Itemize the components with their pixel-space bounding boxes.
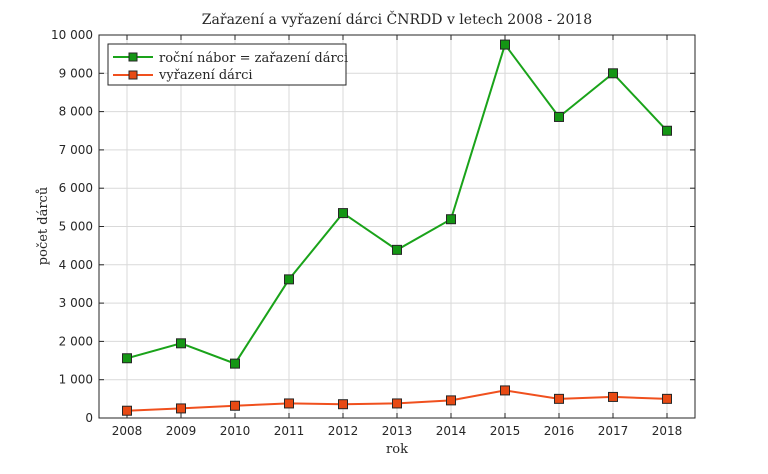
legend-box [107,43,347,86]
y-tick-label: 9 000 [59,66,93,80]
x-tick-label: 2011 [274,424,305,438]
x-tick-label: 2010 [220,424,251,438]
x-tick-label: 2013 [382,424,413,438]
data-point [608,391,618,402]
y-axis-label: počet dárců [35,187,51,265]
legend: roční nábor = zařazení dárci vyřazení dá… [107,43,348,86]
legend-marker-recruitment [128,52,138,62]
data-point [338,399,348,410]
series-group [122,39,672,416]
data-point [392,244,402,255]
data-point [230,358,240,369]
y-tick-label: 10 000 [51,28,93,42]
x-tick-label: 2018 [652,424,683,438]
data-point [176,403,186,414]
x-axis-ticks: 2008 2009 2010 2011 2012 2013 2014 2015 2016 2017… [112,35,683,438]
y-tick-label: 8 000 [59,105,93,119]
data-point [662,125,672,136]
data-point [122,405,132,416]
y-tick-label: 7 000 [59,143,93,157]
data-point [338,208,348,219]
data-point [554,393,564,404]
legend-label-recruitment: roční nábor = zařazení dárci [159,51,348,66]
legend-marker-removed [128,70,138,80]
y-tick-label: 3 000 [59,296,93,310]
x-axis-label: rok [386,442,408,457]
series-0 [122,39,672,369]
data-point [230,400,240,411]
x-tick-label: 2015 [490,424,521,438]
x-tick-label: 2009 [166,424,197,438]
x-tick-label: 2017 [598,424,629,438]
data-point [554,111,564,122]
series-1 [122,385,672,416]
chart-title: Zařazení a vyřazení dárci ČNRDD v letech… [202,10,592,28]
y-tick-label: 1 000 [59,373,93,387]
x-tick-label: 2014 [436,424,467,438]
data-point [446,214,456,225]
x-tick-label: 2008 [112,424,143,438]
data-point [392,398,402,409]
data-point [500,39,510,50]
x-tick-label: 2016 [544,424,575,438]
y-tick-label: 5 000 [59,220,93,234]
y-tick-label: 2 000 [59,334,93,348]
data-point [122,353,132,364]
grid [99,34,695,419]
data-point [500,385,510,396]
data-point [446,395,456,406]
y-tick-label: 4 000 [59,258,93,272]
y-tick-label: 6 000 [59,181,93,195]
data-point [284,398,294,409]
data-point [608,68,618,79]
legend-label-removed: vyřazení dárci [158,68,253,83]
y-tick-label: 0 [85,411,93,425]
data-point [284,274,294,285]
data-point [176,338,186,349]
y-axis-ticks: 0 1 000 2 000 3 000 4 000 5 000 6 000 7 000 8 00… [51,28,695,425]
data-point [662,393,672,404]
x-tick-label: 2012 [328,424,359,438]
